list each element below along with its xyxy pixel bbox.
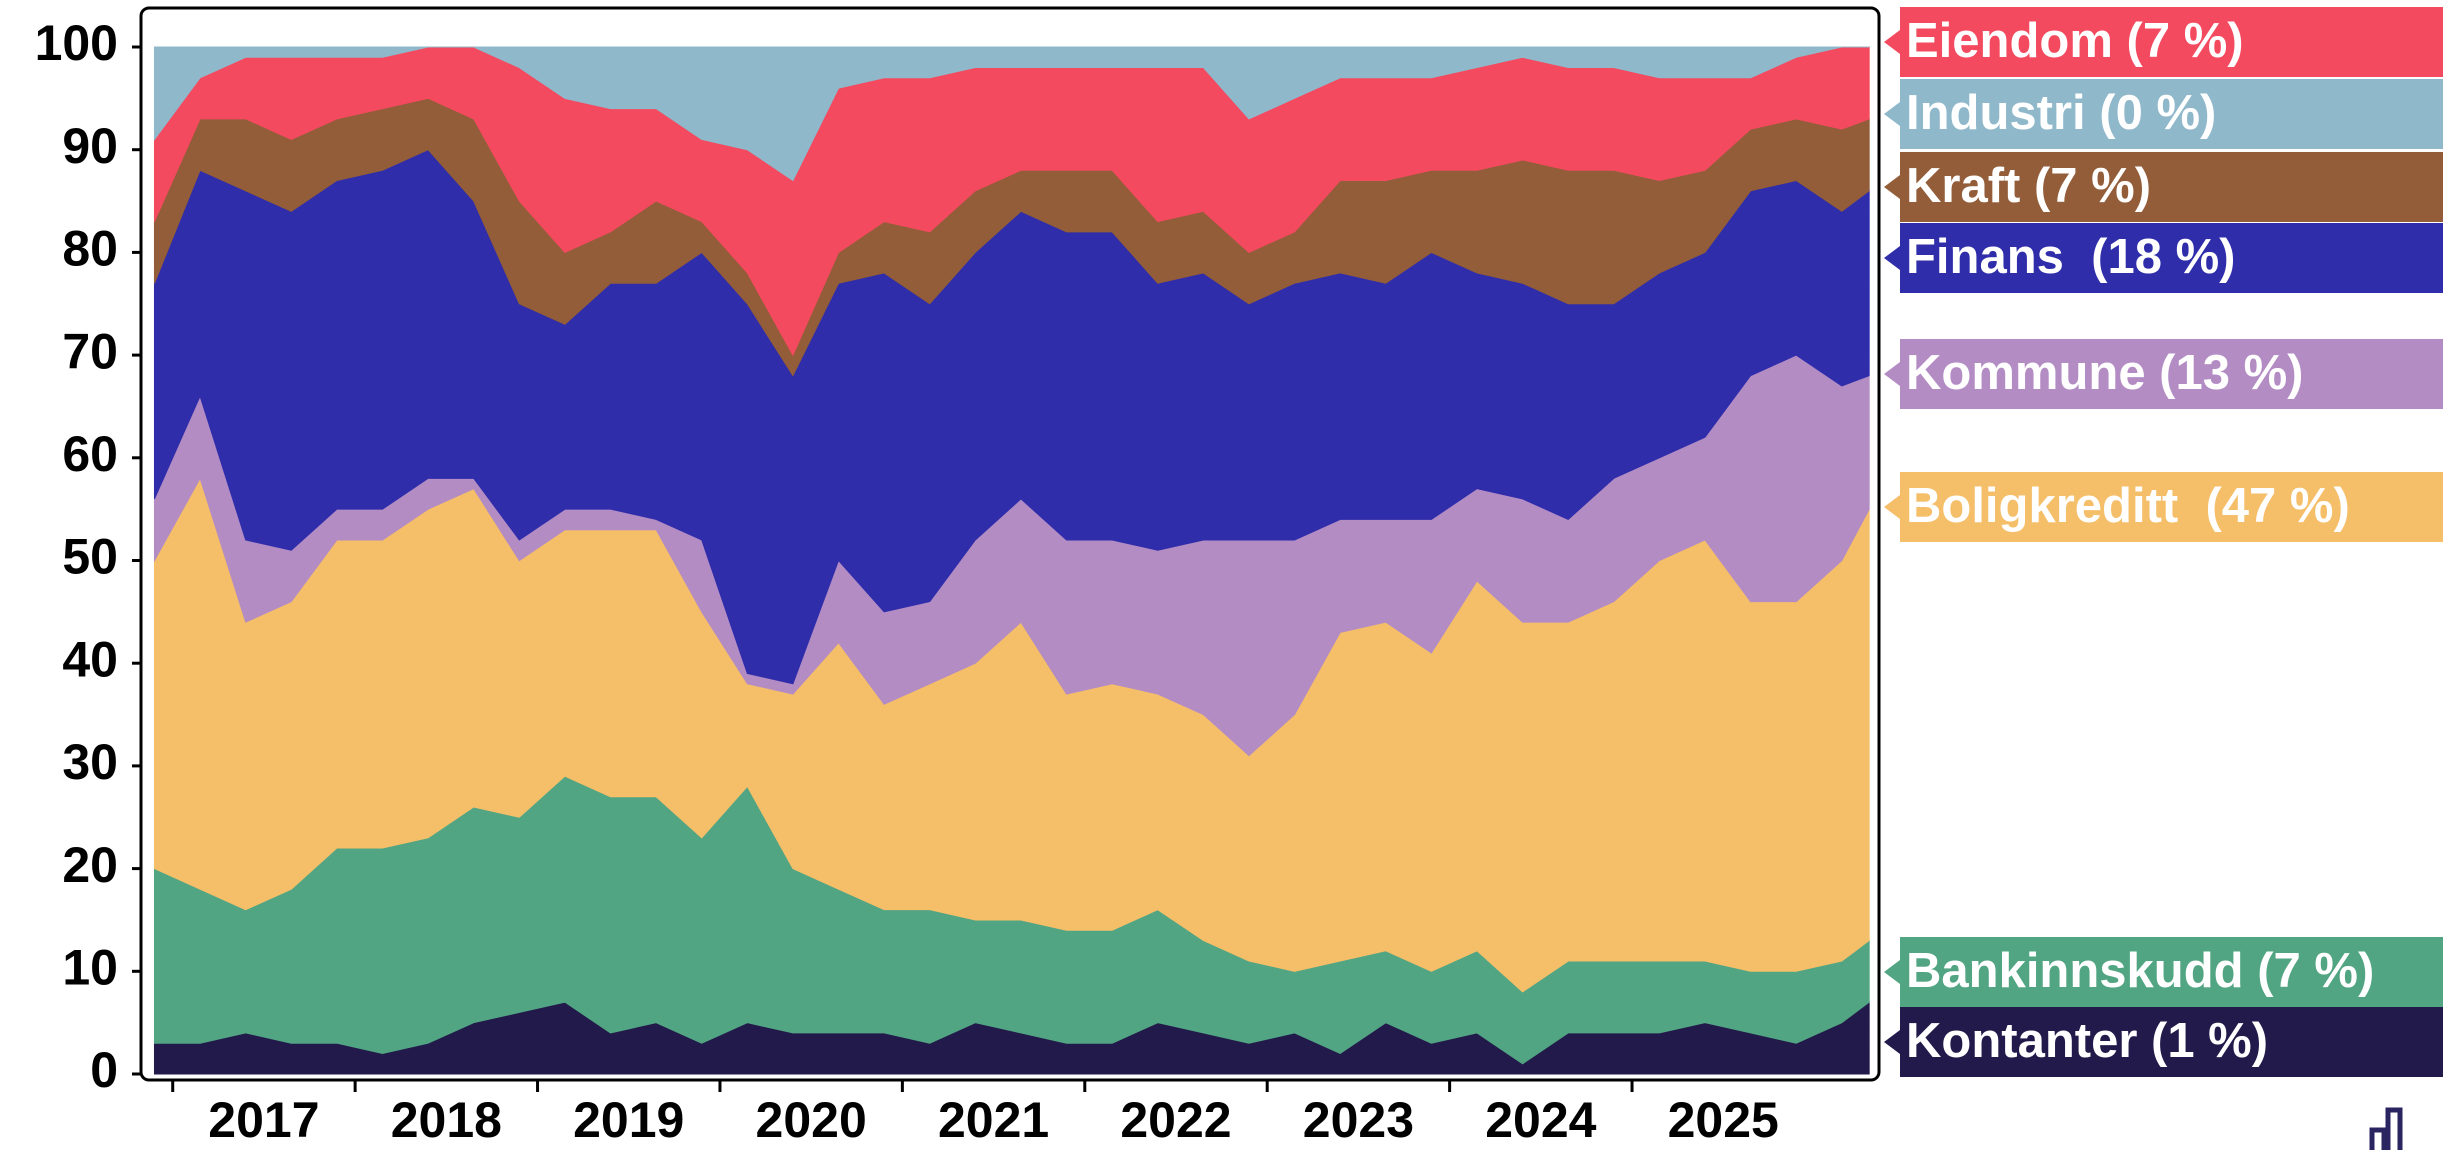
y-tick-label: 20: [62, 837, 118, 893]
x-tick-label: 2023: [1303, 1092, 1414, 1148]
legend-swatch: [1884, 7, 2443, 77]
logo: [2369, 1107, 2403, 1150]
y-tick-label: 10: [62, 940, 118, 996]
legend-label: Kommune (13 %): [1906, 346, 2304, 400]
x-tick-label: 2021: [938, 1092, 1049, 1148]
legend-swatch: [1884, 152, 2443, 222]
legend-label: Bankinnskudd (7 %): [1906, 944, 2374, 998]
legend-label: Finans (18 %): [1906, 230, 2235, 284]
y-tick-label: 0: [90, 1042, 118, 1098]
legend-label: Kontanter (1 %): [1906, 1014, 2268, 1068]
legend-swatch: [1884, 339, 2443, 409]
y-tick-label: 60: [62, 426, 118, 482]
x-tick-label: 2024: [1485, 1092, 1596, 1148]
legend-label: Industri (0 %): [1906, 86, 2216, 140]
y-tick-label: 30: [62, 734, 118, 790]
x-tick-label: 2020: [756, 1092, 867, 1148]
y-tick-label: 100: [35, 15, 118, 71]
plot-frame: [139, 6, 1881, 1082]
logo-icon: [2369, 1107, 2403, 1150]
x-tick-label: 2025: [1668, 1092, 1779, 1148]
legend-swatch: [1884, 1007, 2443, 1077]
legend-swatch: [1884, 937, 2443, 1007]
y-tick-label: 40: [62, 631, 118, 687]
y-tick-label: 50: [62, 529, 118, 585]
legend-swatch: [1884, 79, 2443, 149]
y-tick-label: 70: [62, 323, 118, 379]
legend-label: Boligkreditt (47 %): [1906, 479, 2350, 533]
legend-swatch: [1884, 472, 2443, 542]
x-tick-label: 2017: [208, 1092, 319, 1148]
y-tick-label: 80: [62, 221, 118, 277]
x-tick-label: 2018: [391, 1092, 502, 1148]
x-tick-label: 2019: [573, 1092, 684, 1148]
x-tick-label: 2022: [1120, 1092, 1231, 1148]
plot-area: [153, 46, 1870, 1075]
legend-swatch: [1884, 223, 2443, 293]
legend-label: Eiendom (7 %): [1906, 14, 2244, 68]
area: [153, 46, 1870, 182]
legend-label: Kraft (7 %): [1906, 159, 2151, 213]
y-tick-label: 90: [62, 118, 118, 174]
